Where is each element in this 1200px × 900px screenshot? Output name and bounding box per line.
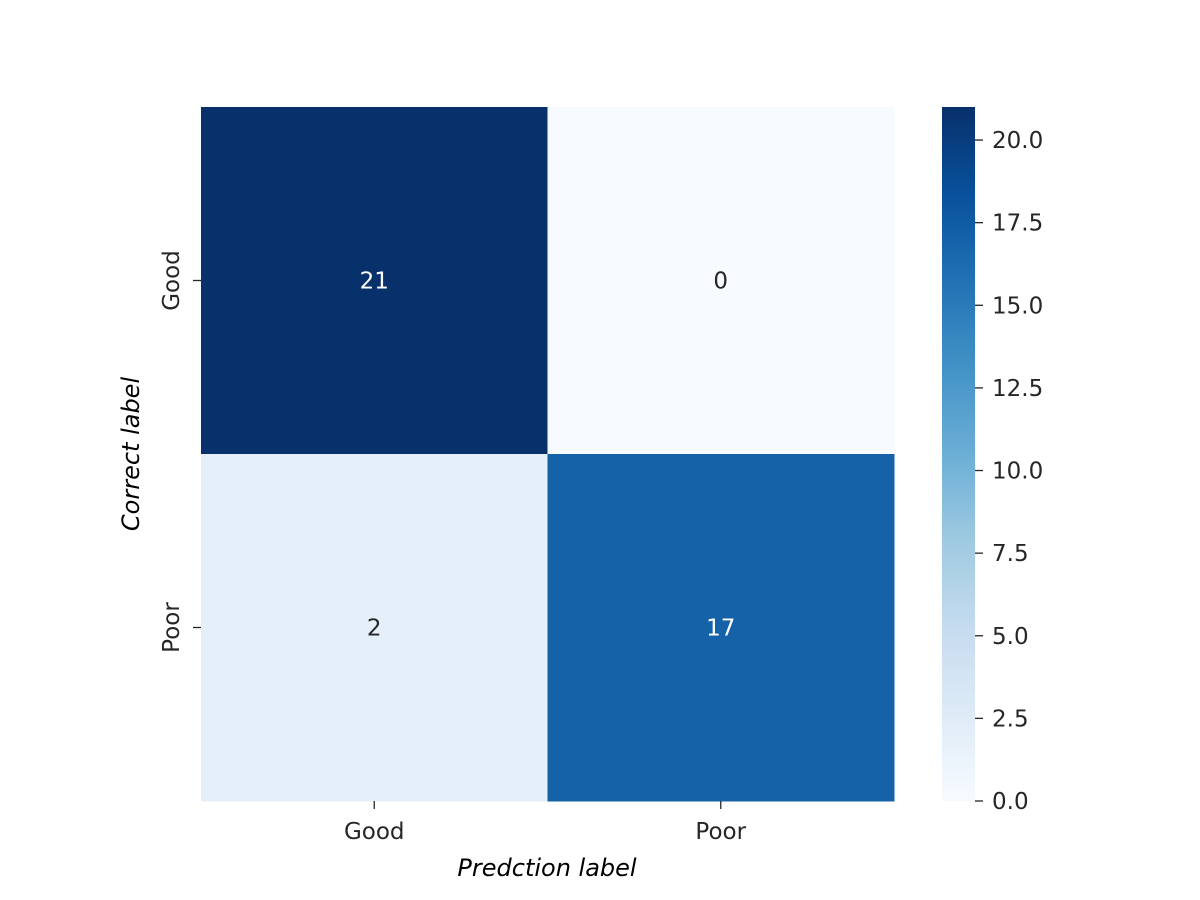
x-axis-label: Predction label bbox=[457, 854, 637, 882]
colorbar-tick-label: 17.5 bbox=[992, 211, 1043, 237]
x-axis-ticks: Good Poor bbox=[344, 801, 747, 845]
heatmap-cell bbox=[201, 107, 548, 455]
cell-value-label: 17 bbox=[706, 616, 735, 642]
colorbar-tick-label: 10.0 bbox=[992, 459, 1043, 485]
x-tick-label: Good bbox=[344, 819, 405, 845]
x-tick-label: Poor bbox=[695, 819, 746, 845]
heatmap-cell bbox=[547, 454, 895, 802]
heatmap-cells: 21 0 2 17 bbox=[201, 107, 895, 802]
colorbar bbox=[942, 107, 975, 801]
colorbar-tick-label: 0.0 bbox=[992, 789, 1029, 815]
y-tick-label: Poor bbox=[159, 602, 185, 653]
heatmap-cell bbox=[201, 454, 548, 802]
y-tick-label: Good bbox=[159, 250, 185, 311]
cell-value-label: 0 bbox=[713, 269, 728, 295]
colorbar-tick-label: 20.0 bbox=[992, 128, 1043, 154]
cell-value-label: 21 bbox=[360, 269, 389, 295]
colorbar-ticks: 0.0 2.5 5.0 7.5 10.0 12.5 15.0 17.5 20.0 bbox=[975, 128, 1043, 815]
colorbar-tick-label: 12.5 bbox=[992, 376, 1043, 402]
colorbar-tick-label: 5.0 bbox=[992, 624, 1029, 650]
colorbar-tick-label: 15.0 bbox=[992, 293, 1043, 319]
cell-value-label: 2 bbox=[367, 616, 382, 642]
y-axis-label: Correct label bbox=[117, 377, 145, 532]
y-axis-ticks: Good Poor bbox=[159, 250, 201, 653]
colorbar-tick-label: 7.5 bbox=[992, 541, 1029, 567]
heatmap-cell bbox=[547, 107, 895, 455]
colorbar-tick-label: 2.5 bbox=[992, 706, 1029, 732]
